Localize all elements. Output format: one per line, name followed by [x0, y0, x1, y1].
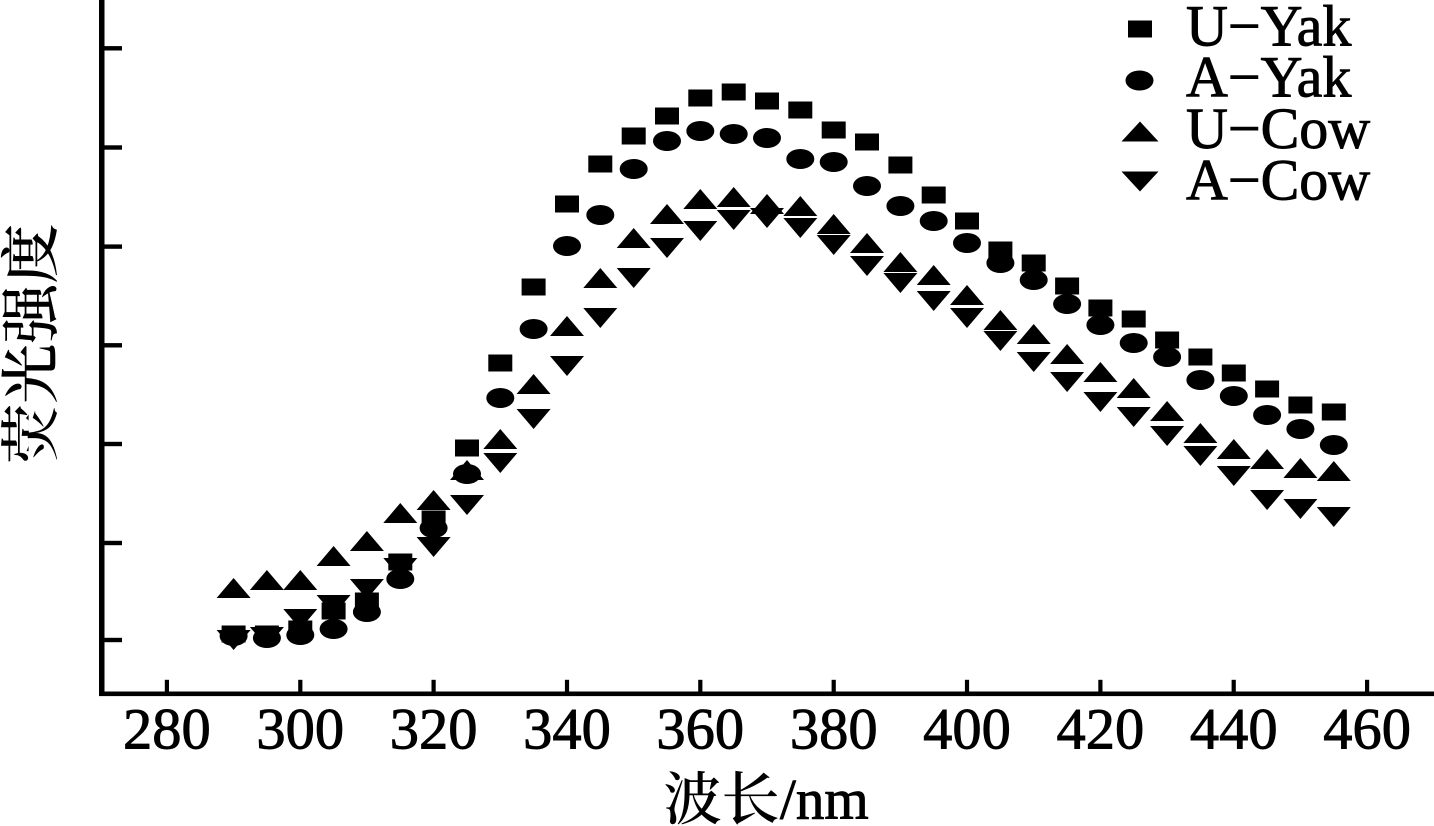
- svg-text:300: 300: [256, 697, 344, 762]
- svg-text:/nm: /nm: [780, 769, 869, 826]
- svg-text:440: 440: [1190, 697, 1278, 762]
- svg-text:A−Cow: A−Cow: [1186, 148, 1370, 213]
- svg-text:400: 400: [923, 697, 1011, 762]
- svg-text:340: 340: [523, 697, 611, 762]
- svg-text:320: 320: [390, 697, 478, 762]
- svg-text:380: 380: [790, 697, 878, 762]
- svg-text:420: 420: [1057, 697, 1145, 762]
- svg-text:280: 280: [123, 697, 211, 762]
- svg-text:U−Yak: U−Yak: [1186, 0, 1351, 59]
- svg-text:460: 460: [1323, 697, 1411, 762]
- svg-text:360: 360: [656, 697, 744, 762]
- svg-text:A−Yak: A−Yak: [1186, 44, 1351, 109]
- svg-text:U−Cow: U−Cow: [1186, 96, 1370, 161]
